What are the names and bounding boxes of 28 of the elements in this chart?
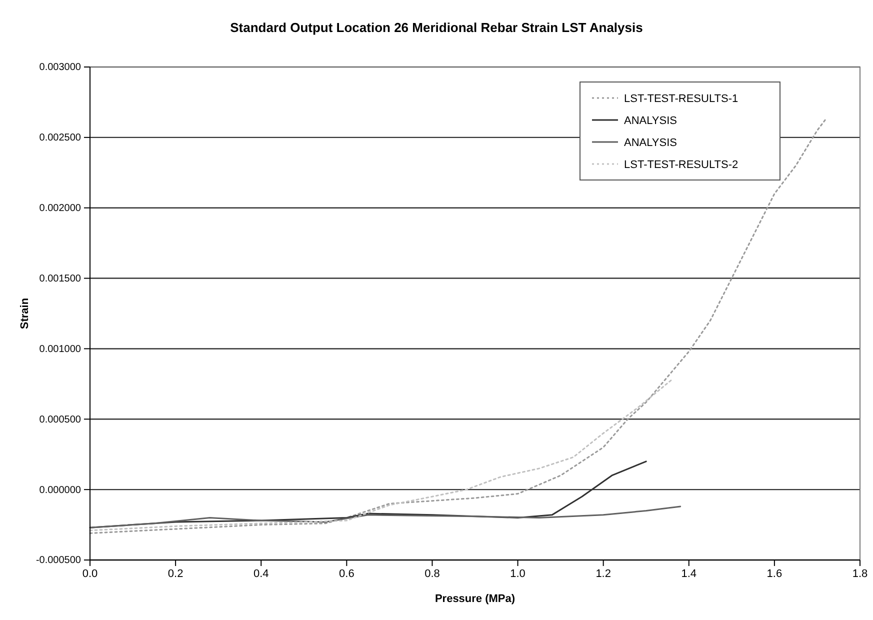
x-tick-label: 1.2 xyxy=(596,568,611,580)
line-series xyxy=(89,378,673,532)
legend-label: LST-TEST-RESULTS-1 xyxy=(624,93,738,105)
x-axis-title: Pressure (MPa) xyxy=(434,593,516,605)
y-tick-label: 0.001500 xyxy=(39,273,82,284)
y-tick-label: 0.003000 xyxy=(39,62,82,74)
y-tick-label: 0.001000 xyxy=(39,344,82,355)
y-axis-title: Strain xyxy=(19,298,31,330)
line-series xyxy=(89,506,682,528)
y-tick-label: 0.000000 xyxy=(39,484,82,496)
legend-label: ANALYSIS xyxy=(624,115,677,127)
x-tick-label: 0.8 xyxy=(424,568,440,580)
x-tick-label: 1.8 xyxy=(852,568,868,580)
x-tick-label: 0.0 xyxy=(82,568,98,580)
line-series xyxy=(89,118,827,534)
x-tick-label: 0.4 xyxy=(253,568,269,580)
y-tick-label: 0.000500 xyxy=(39,414,82,426)
x-tick-label: 0.6 xyxy=(339,568,354,580)
x-tick-label: 1.6 xyxy=(766,568,782,580)
x-tick-label: 0.2 xyxy=(168,568,184,580)
chart-title: Standard Output Location 26 Meridional Rebar Strain LST Analysis xyxy=(230,20,643,35)
legend-label: ANALYSIS xyxy=(624,137,677,149)
legend-label: LST-TEST-RESULTS-2 xyxy=(624,159,738,171)
x-tick-label: 1.4 xyxy=(681,568,697,580)
y-tick-label: -0.000500 xyxy=(36,555,82,566)
x-tick-label: 1.0 xyxy=(510,568,526,580)
y-tick-label: 0.002500 xyxy=(39,132,82,144)
y-tick-label: 0.002000 xyxy=(39,203,82,214)
